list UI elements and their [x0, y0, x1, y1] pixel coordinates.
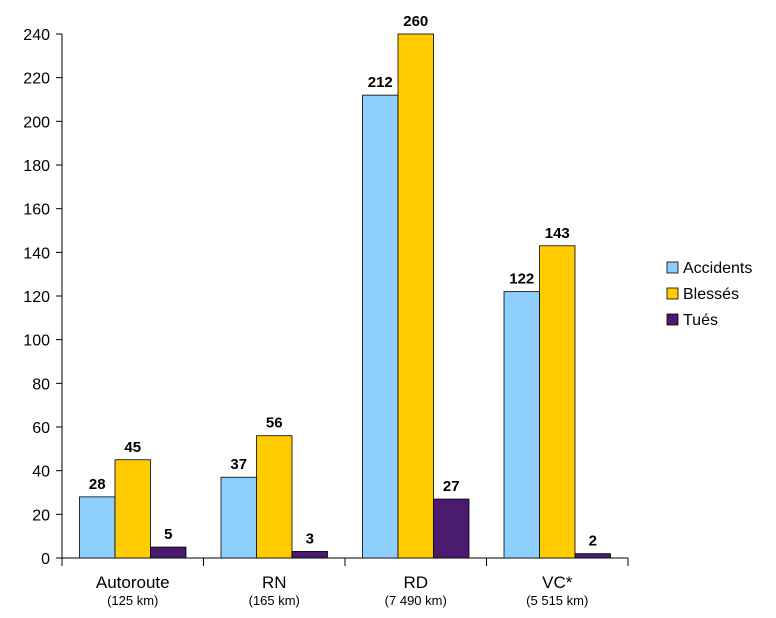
bar-tus-2: [434, 499, 470, 558]
bar-accidents-2: [363, 95, 399, 558]
y-tick-label: 160: [23, 202, 50, 219]
y-tick-label: 20: [32, 507, 50, 524]
y-tick-label: 200: [23, 114, 50, 131]
bar-tus-3: [575, 554, 611, 558]
y-tick-label: 140: [23, 245, 50, 262]
y-tick-label: 120: [23, 289, 50, 306]
bar-accidents-3: [504, 292, 540, 558]
bar-blesss-1: [257, 436, 293, 558]
data-label: 56: [266, 415, 283, 432]
data-label: 212: [368, 74, 393, 91]
x-category-sublabel: (165 km): [249, 593, 300, 608]
data-label: 2: [589, 533, 597, 550]
y-tick-label: 0: [41, 551, 50, 568]
bar-tus-0: [151, 547, 187, 558]
x-category-label: VC*: [542, 573, 573, 592]
legend-swatch: [667, 314, 678, 325]
x-category-label: Autoroute: [96, 573, 170, 592]
y-tick-label: 240: [23, 27, 50, 44]
y-tick-label: 40: [32, 464, 50, 481]
bars: [80, 34, 611, 558]
x-category-sublabel: (7 490 km): [385, 593, 447, 608]
data-label: 5: [164, 526, 172, 543]
legend-swatch: [667, 288, 678, 299]
data-label: 37: [230, 456, 247, 473]
y-tick-label: 60: [32, 420, 50, 437]
x-category-sublabel: (125 km): [107, 593, 158, 608]
legend: Accidents Blessés Tués: [667, 260, 752, 329]
bar-accidents-0: [80, 497, 116, 558]
x-axis: Autoroute(125 km) RN(165 km) RD(7 490 km) V…: [62, 558, 628, 608]
data-label: 27: [443, 478, 460, 495]
data-label: 3: [306, 530, 314, 547]
x-category-label: RD: [403, 573, 428, 592]
legend-swatch: [667, 262, 678, 273]
data-label: 28: [89, 476, 106, 493]
data-label: 143: [545, 225, 570, 242]
bar-blesss-2: [398, 34, 434, 558]
y-tick-label: 220: [23, 71, 50, 88]
bar-blesss-0: [115, 460, 151, 558]
y-axis: 0 20 40 60 80 100 120 140 160 180 200 220 240: [23, 27, 62, 568]
data-label: 260: [403, 13, 428, 30]
bar-tus-1: [292, 551, 328, 558]
y-tick-label: 180: [23, 158, 50, 175]
data-label: 45: [124, 439, 141, 456]
y-tick-label: 100: [23, 333, 50, 350]
legend-label: Blessés: [683, 286, 739, 303]
x-category-sublabel: (5 515 km): [526, 593, 588, 608]
bar-blesss-3: [540, 246, 576, 558]
data-label: 122: [509, 271, 534, 288]
legend-label: Accidents: [683, 260, 752, 277]
legend-label: Tués: [683, 312, 718, 329]
y-tick-label: 80: [32, 376, 50, 393]
bar-accidents-1: [221, 477, 257, 558]
x-category-label: RN: [262, 573, 287, 592]
